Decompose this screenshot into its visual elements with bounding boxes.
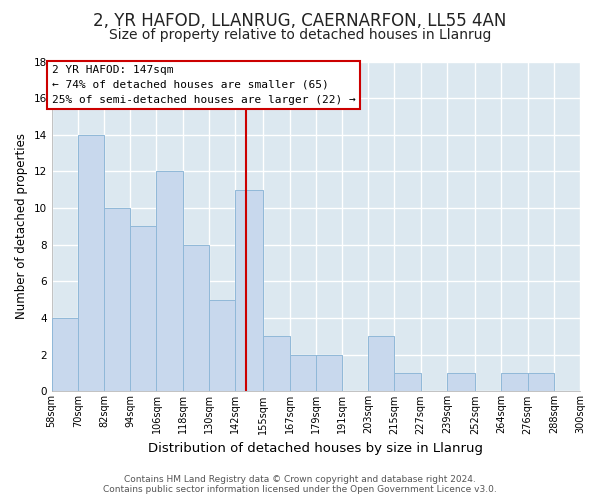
Text: Size of property relative to detached houses in Llanrug: Size of property relative to detached ho… [109,28,491,42]
Bar [316,354,342,392]
Bar [394,373,421,392]
Bar [368,336,394,392]
Bar [78,135,104,392]
X-axis label: Distribution of detached houses by size in Llanrug: Distribution of detached houses by size … [148,442,484,455]
Text: Contains HM Land Registry data © Crown copyright and database right 2024.: Contains HM Land Registry data © Crown c… [124,475,476,484]
Bar [157,172,182,392]
Text: Contains public sector information licensed under the Open Government Licence v3: Contains public sector information licen… [103,485,497,494]
Bar [447,373,475,392]
Text: 2 YR HAFOD: 147sqm
← 74% of detached houses are smaller (65)
25% of semi-detache: 2 YR HAFOD: 147sqm ← 74% of detached hou… [52,65,355,105]
Bar [52,318,78,392]
Bar [290,354,316,392]
Bar [235,190,263,392]
Bar [130,226,157,392]
Bar [263,336,290,392]
Text: 2, YR HAFOD, LLANRUG, CAERNARFON, LL55 4AN: 2, YR HAFOD, LLANRUG, CAERNARFON, LL55 4… [94,12,506,30]
Y-axis label: Number of detached properties: Number of detached properties [15,134,28,320]
Bar [527,373,554,392]
Bar [104,208,130,392]
Bar [209,300,235,392]
Bar [502,373,527,392]
Bar [182,245,209,392]
